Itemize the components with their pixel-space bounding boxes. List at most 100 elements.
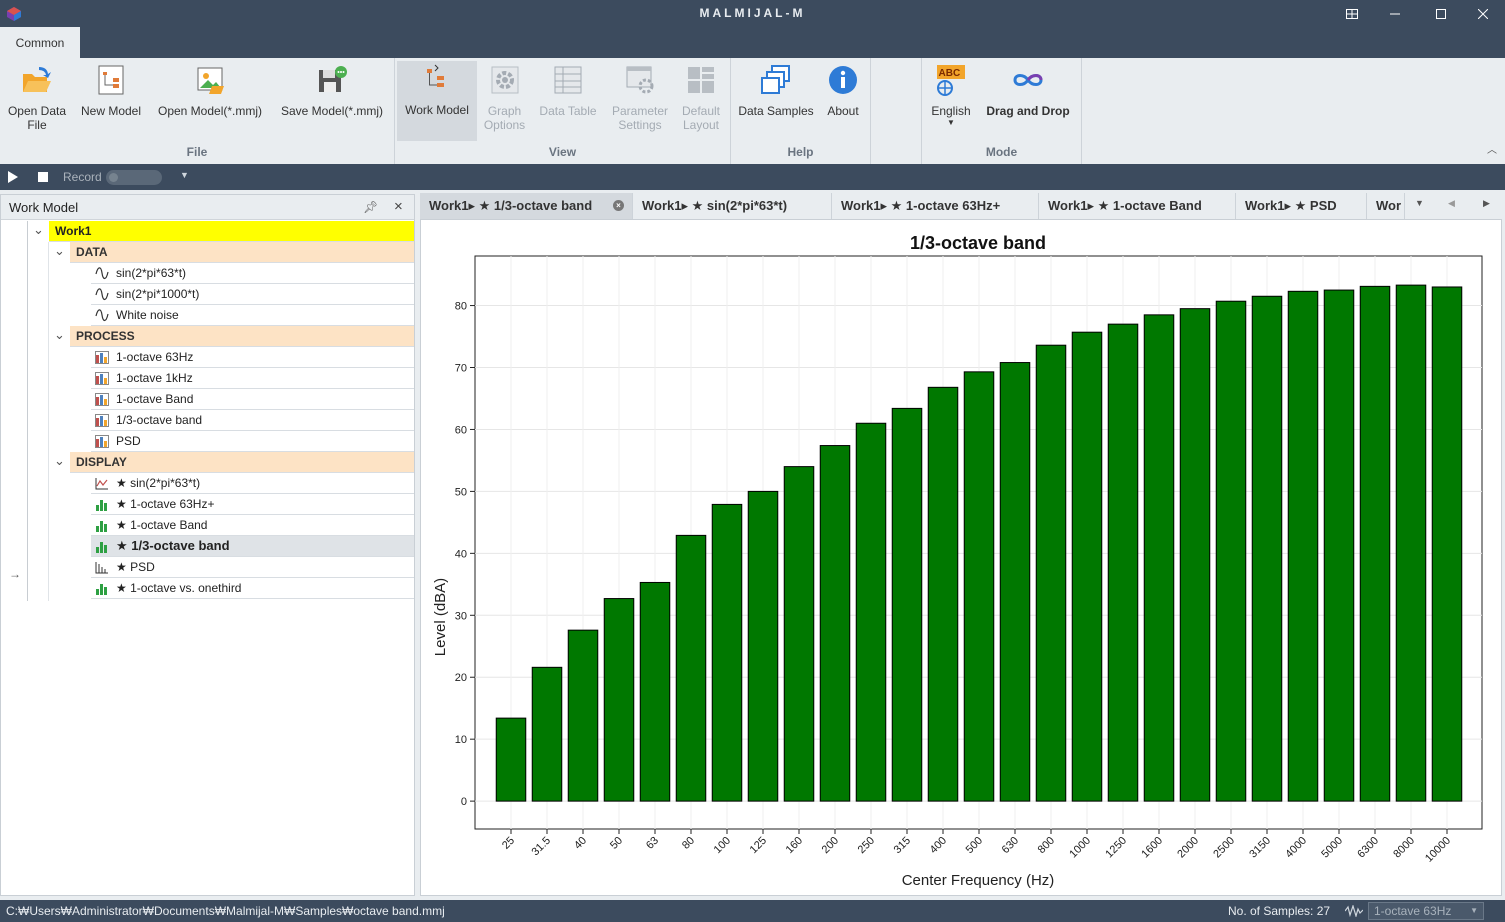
new-model-icon xyxy=(98,65,124,95)
new-model-button[interactable]: New Model xyxy=(76,62,146,142)
panel-close-icon[interactable]: × xyxy=(394,198,403,215)
minimize-icon xyxy=(1390,13,1400,14)
line-chart-icon xyxy=(95,478,108,490)
tree-item-label: 1-octave 63Hz xyxy=(116,350,194,364)
document-tabs: ▼ ◀ ▶ Work1▸ ★ 1/3-octave band × Work1▸ ★ … xyxy=(420,193,1505,219)
signal-select-value: 1-octave 63Hz xyxy=(1374,904,1452,918)
tree-category-label: DISPLAY xyxy=(76,455,127,469)
y-tick-label: 30 xyxy=(455,610,467,622)
tree-item[interactable]: sin(2*pi*1000*t) xyxy=(91,284,414,305)
tab-list-dropdown-icon[interactable]: ▼ xyxy=(1415,198,1424,208)
tree-item[interactable]: 1-octave 63Hz xyxy=(91,347,414,368)
data-samples-label: Data Samples xyxy=(738,104,814,118)
tree-item[interactable]: ★ 1-octave vs. onethird xyxy=(91,578,414,599)
about-button[interactable]: About xyxy=(819,62,867,142)
doc-tab[interactable]: Work1▸ ★ 1-octave 63Hz+ xyxy=(832,193,1039,219)
tree-item[interactable]: PSD xyxy=(91,431,414,452)
work-model-button[interactable]: Work Model xyxy=(397,61,477,141)
x-tick-label: 160 xyxy=(784,835,805,856)
minimize-button[interactable] xyxy=(1373,0,1417,27)
tree-item[interactable]: 1/3-octave band xyxy=(91,410,414,431)
language-label: English xyxy=(931,104,971,118)
current-item-arrow-icon: → xyxy=(9,567,21,581)
tree-category-display[interactable]: DISPLAY xyxy=(70,452,414,473)
expand-caret-icon[interactable]: ⌄ xyxy=(33,222,44,237)
x-tick-label: 50 xyxy=(608,835,625,852)
signal-select[interactable]: 1-octave 63Hz ▼ xyxy=(1368,902,1484,920)
tree-item[interactable]: ★ 1-octave Band xyxy=(91,515,414,536)
tree-item[interactable]: ★ 1-octave 63Hz+ xyxy=(91,494,414,515)
tree-item[interactable]: 1-octave 1kHz xyxy=(91,368,414,389)
mode-group-label: Mode xyxy=(985,145,1018,159)
maximize-button[interactable] xyxy=(1419,0,1463,27)
tree-item[interactable]: sin(2*pi*63*t) xyxy=(91,263,414,284)
bar-3150 xyxy=(1251,295,1283,802)
x-tick-label: 2000 xyxy=(1175,835,1201,861)
tree-category-data[interactable]: DATA xyxy=(70,242,414,263)
save-model-button[interactable]: Save Model(*.mmj) xyxy=(275,62,389,142)
stop-icon[interactable] xyxy=(38,172,48,182)
tree-item-label: 1-octave 1kHz xyxy=(116,371,193,385)
tree-item[interactable]: White noise xyxy=(91,305,414,326)
y-tick-label: 80 xyxy=(455,301,467,313)
graph-options-label: Graph Options xyxy=(483,104,526,132)
doc-tab[interactable]: Work1▸ ★ sin(2*pi*63*t) xyxy=(633,193,832,219)
file-group: Open Data File New Model xyxy=(0,58,395,164)
tree-item[interactable]: ★ sin(2*pi*63*t) xyxy=(91,473,414,494)
tree-item[interactable]: ★ 1/3-octave band xyxy=(91,536,414,557)
band-process-icon xyxy=(95,393,109,406)
open-model-icon xyxy=(197,67,224,94)
record-toggle[interactable] xyxy=(106,170,162,185)
ribbon-tab-common[interactable]: Common xyxy=(0,27,80,58)
tab-close-icon[interactable]: × xyxy=(613,200,624,211)
bar-400 xyxy=(927,386,959,802)
bar-630 xyxy=(999,362,1031,802)
doc-tab[interactable]: Work1▸ ★ 1-octave Band xyxy=(1039,193,1236,219)
toolbar-dropdown-icon[interactable]: ▼ xyxy=(180,170,189,180)
data-samples-button[interactable]: Data Samples xyxy=(737,62,815,142)
ribbon: Open Data File New Model xyxy=(0,58,1505,164)
doc-tab[interactable]: Wor xyxy=(1367,193,1405,219)
x-tick-label: 800 xyxy=(1036,835,1057,856)
expand-caret-icon[interactable]: ⌄ xyxy=(54,327,65,342)
data-table-button[interactable]: Data Table xyxy=(533,62,603,142)
expand-caret-icon[interactable]: ⌄ xyxy=(54,453,65,468)
bar-4000 xyxy=(1287,290,1319,802)
bar-chart-icon xyxy=(96,521,107,532)
doc-tab-label: Work1▸ ★ 1-octave 63Hz+ xyxy=(841,198,1001,213)
play-icon[interactable] xyxy=(8,171,18,183)
expand-caret-icon[interactable]: ⌄ xyxy=(54,243,65,258)
collapse-ribbon-icon[interactable]: ︿ xyxy=(1487,145,1497,156)
default-layout-button[interactable]: Default Layout xyxy=(674,62,728,142)
open-data-file-button[interactable]: Open Data File xyxy=(2,62,72,142)
pin-icon[interactable]: 📌︎ xyxy=(363,200,379,214)
doc-tab[interactable]: Work1▸ ★ 1/3-octave band × xyxy=(420,193,633,219)
x-tick-label: 8000 xyxy=(1391,835,1417,861)
x-tick-label: 31.5 xyxy=(529,835,553,859)
tree-item[interactable]: 1-octave Band xyxy=(91,389,414,410)
tree-category-label: DATA xyxy=(76,245,108,259)
x-tick-label: 315 xyxy=(892,835,913,856)
parameter-settings-button[interactable]: Parameter Settings xyxy=(604,62,676,142)
bar-chart-icon xyxy=(96,542,107,553)
bar-315 xyxy=(891,407,923,802)
language-dropdown[interactable]: ABC English ▼ xyxy=(926,62,976,142)
open-model-button[interactable]: Open Model(*.mmj) xyxy=(153,62,267,142)
layout-button[interactable] xyxy=(1330,0,1374,27)
x-tick-label: 500 xyxy=(964,835,985,856)
tree-category-label: PROCESS xyxy=(76,329,135,343)
tab-scroll-right-icon[interactable]: ▶ xyxy=(1483,198,1490,208)
close-button[interactable] xyxy=(1461,0,1505,27)
tree-root-work1[interactable]: Work1 xyxy=(49,221,414,242)
tree-category-process[interactable]: PROCESS xyxy=(70,326,414,347)
graph-options-button[interactable]: Graph Options xyxy=(477,62,532,142)
bar-40 xyxy=(567,629,599,802)
x-axis: 25 31.5 40 50 63 80 100 125 160 200 250 315 400 500 63… xyxy=(500,829,1453,865)
band-process-icon xyxy=(95,372,109,385)
tree-item[interactable]: ★ PSD xyxy=(91,557,414,578)
doc-tab-label: Work1▸ ★ PSD xyxy=(1245,198,1337,213)
tab-scroll-left-icon[interactable]: ◀ xyxy=(1448,198,1455,208)
doc-tab[interactable]: Work1▸ ★ PSD xyxy=(1236,193,1367,219)
drag-and-drop-button[interactable]: Drag and Drop xyxy=(978,62,1078,142)
x-tick-label: 250 xyxy=(856,835,877,856)
